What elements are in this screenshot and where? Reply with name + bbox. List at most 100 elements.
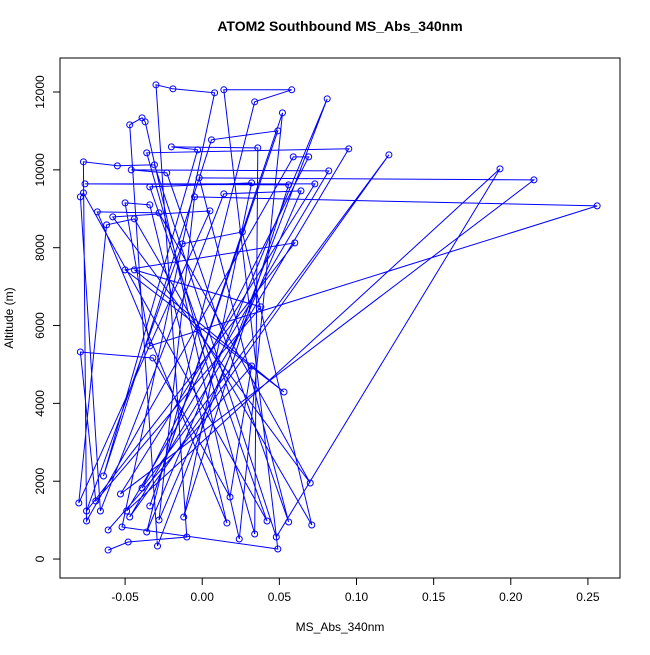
data-point — [141, 118, 149, 126]
data-point — [155, 516, 163, 524]
chart-title: ATOM2 Southbound MS_Abs_340nm — [217, 18, 462, 34]
data-point — [146, 201, 154, 209]
data-point — [92, 497, 100, 505]
data-point — [263, 517, 271, 525]
data-point — [278, 109, 286, 117]
data-point — [104, 526, 112, 534]
data-point — [274, 545, 282, 553]
data-point — [126, 513, 134, 521]
x-tick-label: -0.05 — [111, 590, 139, 604]
data-point — [163, 169, 171, 177]
data-point — [248, 362, 256, 370]
data-point — [206, 207, 214, 215]
data-point — [345, 145, 353, 153]
data-point — [116, 490, 124, 498]
data-point — [220, 190, 228, 198]
data-point — [194, 146, 202, 154]
data-point — [79, 158, 87, 166]
data-point — [83, 507, 91, 515]
data-point — [385, 151, 393, 159]
data-point — [251, 98, 259, 106]
data-point — [183, 533, 191, 541]
data-point — [289, 153, 297, 161]
data-point — [121, 199, 129, 207]
data-point — [100, 472, 108, 480]
y-tick-label: 4000 — [33, 390, 47, 417]
data-point — [81, 180, 89, 188]
x-tick-label: 0.00 — [191, 590, 215, 604]
x-tick-label: 0.25 — [576, 590, 600, 604]
data-point — [274, 127, 282, 135]
data-point — [306, 479, 314, 487]
data-point — [207, 136, 215, 144]
data-point — [143, 149, 151, 157]
data-point — [308, 521, 316, 529]
data-point — [149, 354, 157, 362]
data-point — [169, 85, 177, 93]
data-point — [150, 161, 158, 169]
data-point — [76, 193, 84, 201]
data-line — [78, 84, 598, 551]
data-point — [83, 517, 91, 525]
data-point — [130, 266, 138, 274]
data-point — [272, 533, 280, 541]
data-point — [223, 519, 231, 527]
y-tick-label: 6000 — [33, 312, 47, 339]
data-point — [530, 176, 538, 184]
data-point — [103, 221, 111, 229]
data-point — [285, 518, 293, 526]
data-point — [167, 143, 175, 151]
x-tick-label: 0.05 — [268, 590, 292, 604]
data-point — [123, 507, 131, 515]
data-point — [291, 239, 299, 247]
data-point — [191, 193, 199, 201]
data-point — [126, 121, 134, 129]
data-point — [220, 86, 228, 94]
data-point — [257, 303, 265, 311]
data-point — [593, 202, 601, 210]
data-point — [130, 215, 138, 223]
data-point — [138, 484, 146, 492]
data-point — [238, 228, 246, 236]
data-point — [75, 499, 83, 507]
x-axis-label: MS_Abs_340nm — [296, 620, 385, 634]
x-tick-label: 0.15 — [422, 590, 446, 604]
data-point — [93, 208, 101, 216]
y-axis-label: Altitude (m) — [2, 287, 16, 348]
data-point — [178, 240, 186, 248]
data-point — [146, 502, 154, 510]
y-tick-label: 8000 — [33, 234, 47, 261]
data-point — [76, 348, 84, 356]
y-tick-label: 2000 — [33, 468, 47, 495]
data-point — [235, 535, 243, 543]
data-point — [251, 530, 259, 538]
data-point — [195, 174, 203, 182]
data-point — [152, 81, 160, 89]
data-point — [146, 183, 154, 191]
plot-frame — [59, 57, 621, 579]
data-point — [226, 493, 234, 501]
data-point — [118, 523, 126, 531]
data-point — [146, 342, 154, 350]
data-point — [248, 179, 256, 187]
data-point — [180, 513, 188, 521]
data-point — [153, 542, 161, 550]
x-tick-label: 0.10 — [345, 590, 369, 604]
y-tick-label: 12000 — [33, 75, 47, 109]
data-point — [113, 162, 121, 170]
data-point — [254, 144, 262, 152]
y-tick-label: 10000 — [33, 153, 47, 187]
data-point — [96, 507, 104, 515]
data-point — [109, 213, 117, 221]
data-point — [285, 181, 293, 189]
data-point — [211, 89, 219, 97]
data-point — [323, 95, 331, 103]
data-point — [124, 538, 132, 546]
x-tick-label: 0.20 — [499, 590, 523, 604]
data-point — [325, 167, 333, 175]
data-point — [297, 187, 305, 195]
y-tick-label: 0 — [33, 555, 47, 562]
data-point — [127, 166, 135, 174]
data-point — [305, 153, 313, 161]
